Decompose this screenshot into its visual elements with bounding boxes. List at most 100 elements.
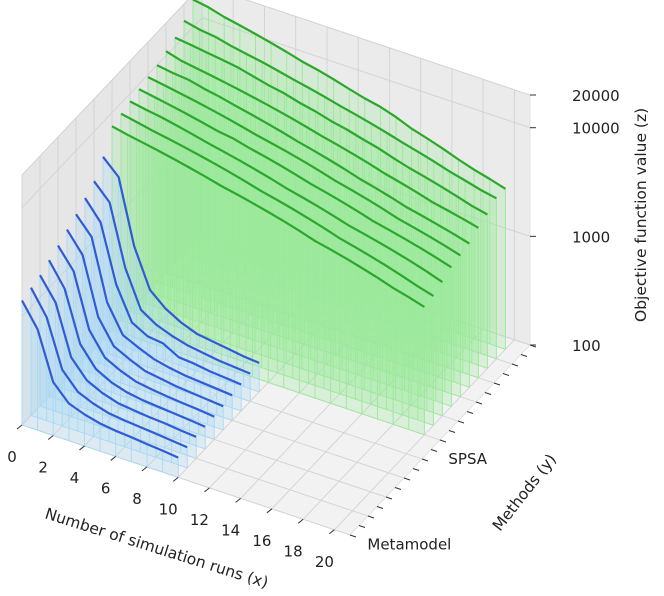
y-tick-mark: [466, 411, 474, 414]
y-tick-mark: [403, 477, 411, 481]
x-tick-mark: [16, 424, 23, 430]
y-tick-mark: [502, 373, 510, 376]
y-tick-mark: [430, 449, 438, 452]
series-area: [76, 214, 233, 421]
series-line: [129, 100, 444, 284]
series-area: [31, 287, 188, 468]
series-line: [30, 287, 188, 449]
y-tick-mark: [421, 458, 429, 462]
y-tick-mark: [358, 525, 366, 528]
series-base-line: [21, 424, 179, 478]
series-line: [39, 274, 197, 438]
y-tick-mark: [511, 363, 519, 367]
x-tick-label: 4: [70, 469, 80, 487]
x-tick-mark: [141, 466, 148, 472]
x-tick-mark: [47, 435, 54, 440]
z-tick-label: 1000: [572, 228, 610, 246]
x-tick-mark: [297, 518, 304, 524]
series-base-line: [120, 320, 434, 426]
x-tick-mark: [110, 456, 117, 461]
series-area: [40, 275, 197, 459]
series-line: [138, 88, 452, 269]
series-area: [85, 198, 242, 411]
x-tick-label: 8: [132, 490, 142, 508]
series-line: [93, 180, 251, 375]
y-tick-mark: [367, 515, 375, 519]
series-base-line: [129, 310, 443, 417]
y-axis-label: Methods (y): [489, 451, 560, 535]
z-tick-label: 100: [572, 337, 601, 355]
series-layer: [21, 0, 506, 478]
y-tick-mark: [412, 468, 420, 471]
series-line: [75, 213, 233, 397]
series-line: [66, 229, 224, 408]
x-tick-mark: [79, 445, 85, 451]
x-tick-label: 20: [315, 553, 334, 571]
x-axis-label: Number of simulation runs (x): [43, 505, 271, 592]
y-tick-label: Metamodel: [367, 535, 451, 553]
x-tick-label: 18: [284, 542, 303, 560]
series-line: [48, 259, 206, 428]
y-tick-mark: [349, 534, 357, 538]
x-tick-mark: [172, 476, 179, 482]
grid-line-z: [21, 17, 531, 209]
z-tick-label: 10000: [572, 120, 620, 138]
series-line: [111, 125, 425, 308]
x-tick-mark: [329, 529, 335, 535]
series-line: [147, 76, 461, 257]
series-base-line: [165, 272, 479, 379]
series-line: [174, 36, 488, 216]
series-base-line: [192, 244, 506, 350]
x-tick-label: 0: [7, 448, 17, 466]
x-tick-mark: [266, 508, 273, 514]
series-base-line: [183, 253, 497, 360]
grid-line-z: [21, 0, 531, 176]
y-tick-mark: [376, 506, 384, 509]
y-tick-mark: [448, 430, 456, 433]
series-line: [192, 0, 506, 190]
series-line: [57, 245, 215, 418]
z-tick-label: 20000: [572, 87, 620, 105]
series-base-line: [111, 329, 425, 436]
series-area: [58, 245, 215, 440]
x-tick-label: 10: [159, 500, 178, 518]
series-line: [183, 19, 497, 200]
tick-layer: 0 2 4 6 8 10 12 14 16 18 20 Metamodel SPSA 100 1000 100…: [7, 87, 619, 571]
series-area: [103, 156, 260, 392]
y-tick-mark: [457, 420, 465, 424]
y-tick-mark: [475, 401, 483, 405]
y-tick-mark: [385, 496, 393, 500]
x-tick-label: 6: [101, 479, 111, 497]
series-base-line: [174, 263, 488, 369]
y-tick-label: SPSA: [448, 450, 487, 468]
series-base-line: [30, 415, 188, 469]
y-tick-mark: [484, 392, 492, 395]
series-line: [156, 64, 470, 245]
series-line: [120, 112, 434, 297]
series-area: [94, 181, 251, 402]
y-tick-mark: [520, 354, 528, 357]
x-tick-label: 2: [38, 459, 48, 477]
z-axis-label: Objective function value (z): [632, 108, 650, 322]
grid-line-z: [21, 234, 531, 426]
x-tick-mark: [235, 497, 241, 503]
series-line: [165, 50, 479, 229]
series-base-line: [75, 367, 233, 421]
x-tick-label: 12: [190, 511, 209, 529]
series-area: [67, 229, 224, 430]
x-tick-mark: [204, 487, 210, 493]
series-line: [21, 299, 179, 459]
series-line: [102, 156, 260, 364]
series-base-line: [156, 282, 470, 388]
y-tick-mark: [394, 487, 402, 490]
series-line: [84, 197, 242, 386]
series-area: [22, 300, 179, 478]
y-tick-mark: [493, 382, 501, 386]
x-tick-label: 14: [221, 521, 240, 539]
series-base-line: [102, 339, 260, 393]
series-area: [49, 260, 206, 449]
series-base-line: [138, 301, 452, 407]
x-tick-label: 16: [252, 532, 271, 550]
y-tick-mark: [439, 439, 447, 443]
